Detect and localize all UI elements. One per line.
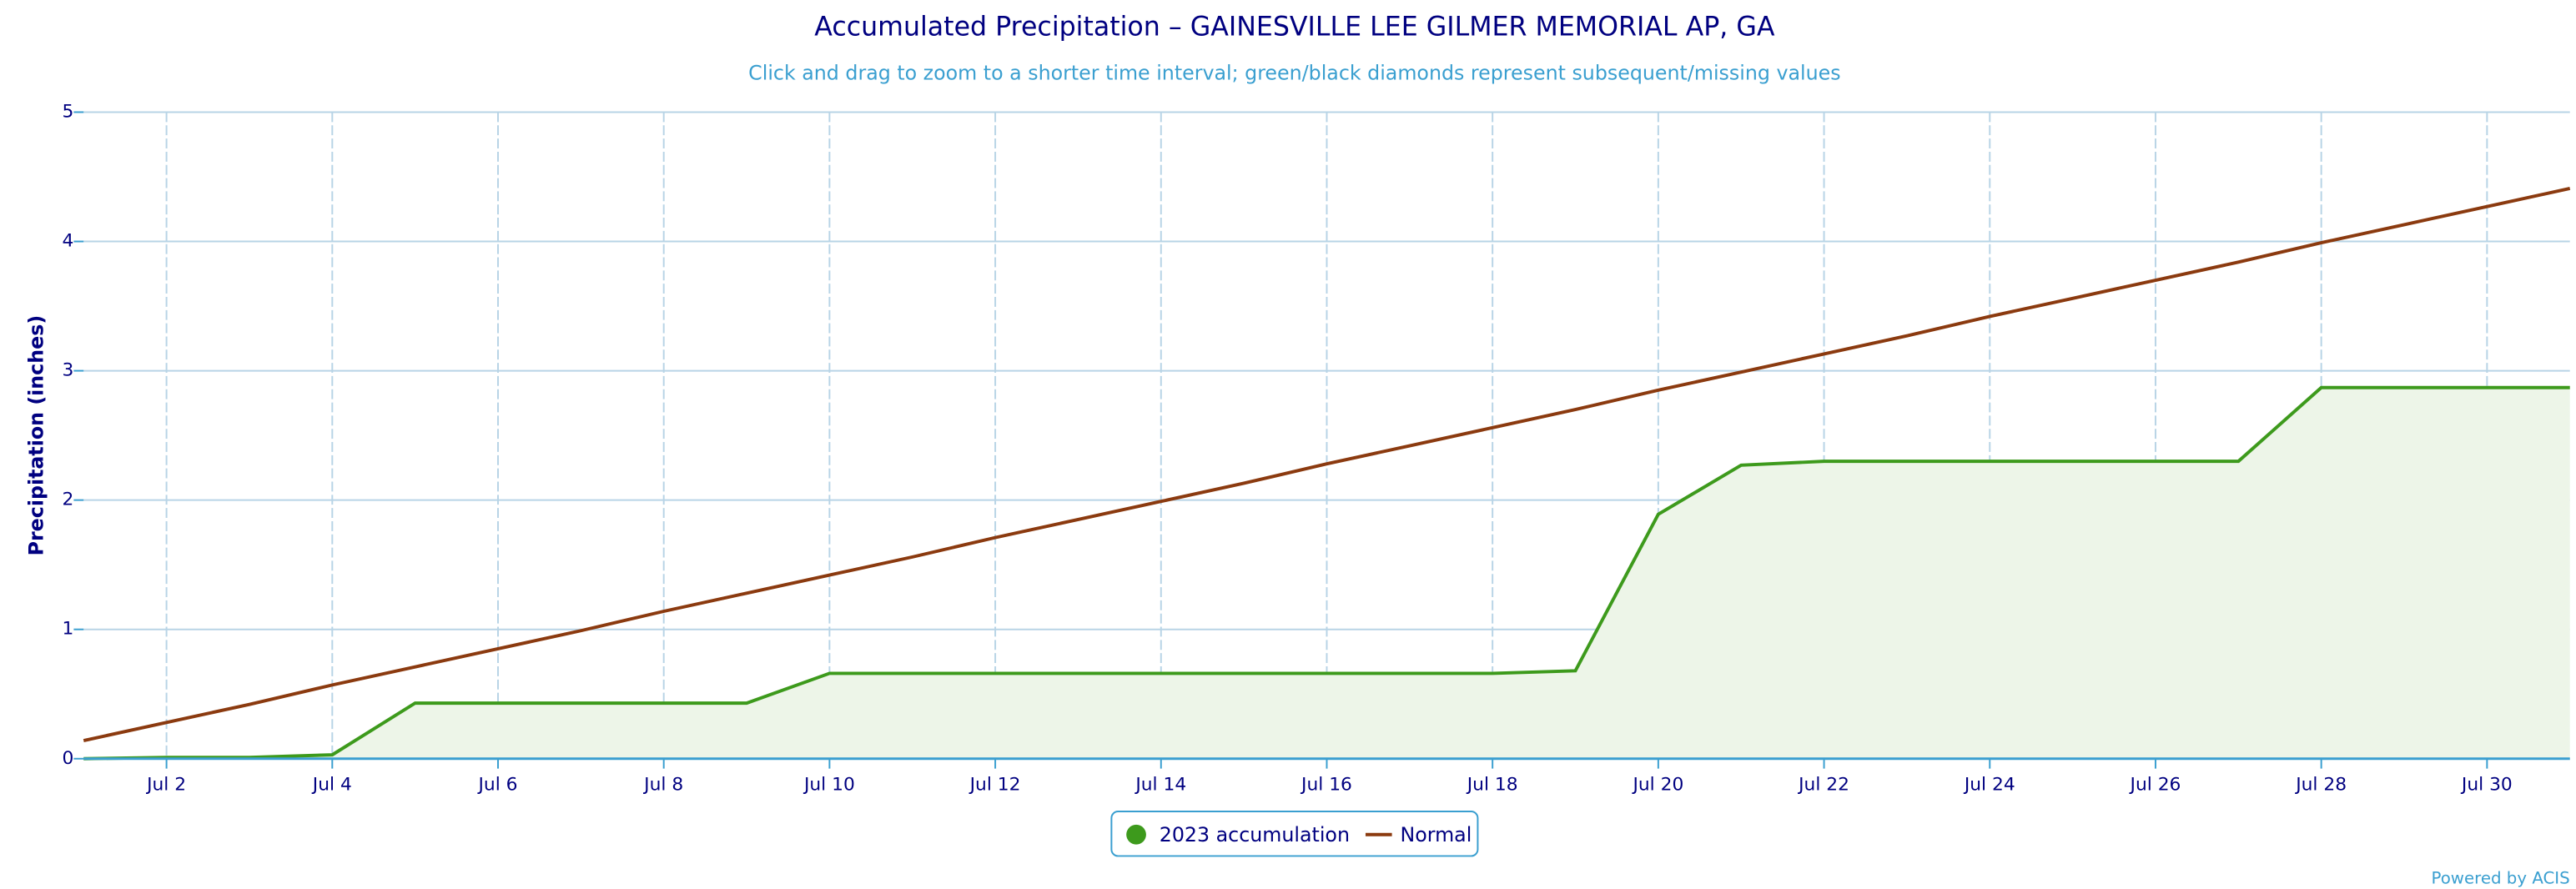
x-tick-label: Jul 16 [1300, 774, 1352, 795]
x-tick-label: Jul 18 [1466, 774, 1518, 795]
y-tick-label: 1 [63, 619, 74, 640]
chart-subtitle: Click and drag to zoom to a shorter time… [748, 61, 1840, 84]
x-tick-label: Jul 28 [2294, 774, 2347, 795]
legend-label: Normal [1400, 823, 1472, 846]
legend-box [1110, 811, 1479, 857]
x-tick-label: Jul 30 [2460, 774, 2513, 795]
y-tick-label: 3 [63, 360, 74, 381]
x-tick-label: Jul 20 [1631, 774, 1683, 795]
x-tick-label: Jul 12 [969, 774, 1021, 795]
y-axis-label: Precipitation (inches) [24, 315, 48, 556]
x-tick-label: Jul 6 [476, 774, 517, 795]
y-tick-label: 2 [63, 490, 74, 510]
x-tick-label: Jul 2 [145, 774, 186, 795]
y-tick-label: 4 [63, 231, 74, 252]
x-tick-label: Jul 22 [1797, 774, 1849, 795]
x-tick-label: Jul 4 [311, 774, 352, 795]
x-tick-label: Jul 24 [1963, 774, 2015, 795]
y-tick-label: 5 [63, 101, 74, 122]
area [83, 387, 2570, 759]
line [83, 385, 2570, 761]
y-tick-label: 0 [63, 748, 74, 769]
x-tick-label: Jul 8 [642, 774, 683, 795]
credit: Powered by ACIS [2431, 869, 2569, 888]
legend-marker [1126, 824, 1146, 845]
legend-label: 2023 accumulation [1160, 823, 1350, 846]
line [83, 187, 2571, 742]
x-tick-label: Jul 26 [2129, 774, 2181, 795]
x-tick-label: Jul 14 [1134, 774, 1186, 795]
chart-title: Accumulated Precipitation – GAINESVILLE … [814, 13, 1775, 43]
x-tick-label: Jul 10 [802, 774, 855, 795]
